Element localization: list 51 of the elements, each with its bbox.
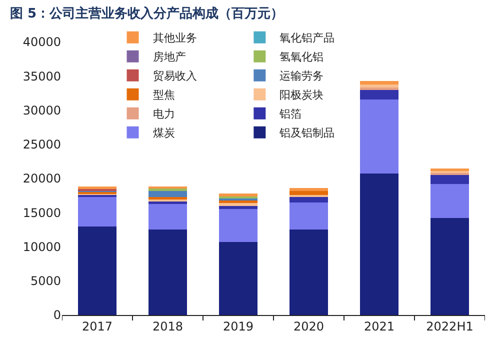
y-tick-label: 0 [53, 308, 61, 322]
legend-label: 铝及铝制品 [278, 126, 335, 140]
bar [148, 230, 188, 315]
legend-label: 运输劳务 [280, 70, 324, 83]
legend-label: 煤炭 [152, 126, 175, 140]
bar [218, 194, 258, 196]
bar [218, 200, 258, 204]
bar [148, 196, 188, 200]
y-tick-label: 35000 [22, 69, 61, 84]
y-tick-label: 10000 [22, 240, 61, 254]
x-tick-label: 2019 [222, 319, 254, 334]
legend-label: 氢氧化铝 [280, 50, 324, 64]
y-tick-label: 15000 [22, 206, 61, 220]
x-tick-label: 2022H1 [426, 319, 474, 334]
y-tick-label: 30000 [22, 103, 61, 118]
x-tick-label: 2017 [82, 319, 113, 334]
bar [430, 175, 470, 184]
bar [78, 226, 117, 315]
bar [430, 170, 470, 174]
legend-label: 氧化铝产品 [280, 32, 335, 45]
legend-label: 其他业务 [152, 32, 197, 45]
bar [218, 203, 258, 206]
legend-label: 房地产 [152, 50, 186, 64]
bar [218, 242, 258, 315]
y-tick-label: 40000 [22, 35, 61, 50]
bar [430, 184, 470, 218]
bar [430, 218, 470, 315]
bar [78, 196, 117, 226]
bar [218, 209, 258, 242]
bar [360, 90, 399, 100]
bar [360, 174, 399, 315]
bar [289, 230, 328, 315]
legend-label: 铝箔 [278, 108, 302, 121]
bar [148, 204, 188, 230]
bar [289, 188, 328, 191]
y-tick-label: 20000 [22, 172, 61, 186]
y-tick-label: 25000 [22, 138, 61, 152]
legend-label: 电力 [152, 108, 175, 121]
bar [430, 168, 470, 171]
legend-label: 型焦 [152, 88, 175, 102]
bar [360, 80, 399, 84]
bar [360, 99, 399, 174]
y-tick-label: 5000 [30, 274, 61, 288]
x-tick-label: 2021 [364, 319, 395, 334]
legend-label: 阳极炭块 [280, 88, 324, 102]
bar [289, 190, 328, 195]
chart-title: 图 5：公司主营业务收入分产品构成（百万元） [10, 6, 284, 22]
bar [289, 202, 328, 230]
legend-label: 贸易收入 [152, 70, 197, 83]
x-tick-label: 2020 [293, 319, 324, 334]
x-tick-label: 2018 [152, 319, 184, 334]
